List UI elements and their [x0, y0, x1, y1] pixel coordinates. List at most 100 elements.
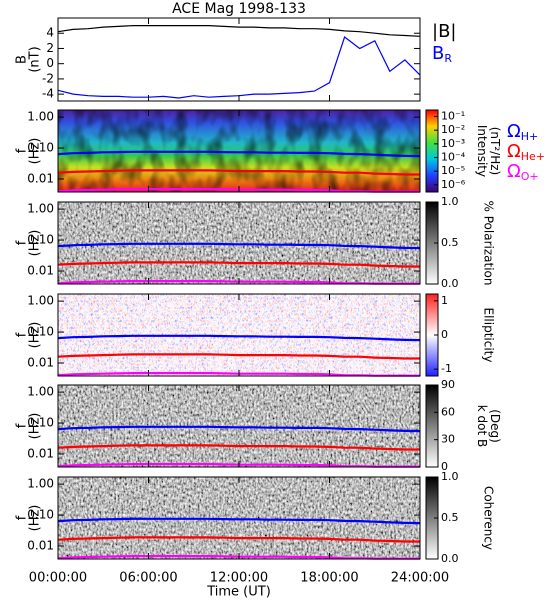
colorbar-tick-label: 0.5	[441, 511, 459, 524]
y-tick-label: 0.01	[27, 172, 54, 186]
chart-title: ACE Mag 1998-133	[172, 1, 306, 17]
data-line	[57, 25, 421, 37]
colorbar-label: Ellipticity	[482, 308, 496, 363]
colorbar-tick-label: 90	[441, 378, 455, 391]
y-tick-label: 1.00	[27, 477, 54, 491]
legend-entry: ΩO+	[507, 161, 539, 183]
spectrogram	[58, 202, 420, 284]
colorbar-label: (Deg)	[488, 409, 502, 443]
y-axis-label: B	[15, 55, 30, 64]
x-tick-label: 12:00:00	[210, 571, 268, 586]
x-tick-label: 24:00:00	[391, 571, 449, 586]
y-axis-label: (nT)	[28, 46, 43, 72]
y-tick-label: 0.10	[27, 416, 54, 430]
colorbar	[425, 109, 439, 193]
legend-entry: ΩH+	[507, 121, 538, 143]
colorbar-tick-label: 0.5	[441, 236, 459, 249]
colorbar-tick-label: 0	[441, 460, 448, 473]
y-tick-label: 0.10	[27, 141, 54, 155]
y-tick-label: 4	[46, 26, 54, 40]
data-line	[57, 169, 420, 176]
y-tick-label: -2	[42, 71, 54, 85]
x-tick-label: 00:00:00	[29, 571, 87, 586]
legend-name: B	[432, 43, 444, 64]
legend-name: Ω	[507, 141, 521, 162]
x-axis-label: Time (UT)	[206, 585, 271, 600]
spectrogram	[58, 294, 420, 376]
data-line	[57, 150, 421, 158]
colorbar-label: % Polarization	[482, 201, 496, 286]
y-axis-label: (Hz)	[28, 322, 43, 349]
colorbar-tick-label: 10⁻³	[441, 137, 465, 150]
colorbar-tick-label: 0.0	[441, 277, 459, 290]
spectrogram	[58, 477, 420, 559]
legend-subscript: H+	[521, 130, 539, 143]
data-line	[57, 36, 421, 99]
colorbar-tick-label: 1.0	[441, 470, 459, 483]
y-tick-label: 1.00	[27, 202, 54, 216]
colorbar-label: Intensity	[475, 125, 489, 177]
spectrogram	[58, 385, 420, 467]
data-line	[57, 261, 420, 268]
colorbar-tick-label: 30	[441, 433, 455, 446]
y-tick-label: -4	[42, 87, 54, 101]
colorbar-tick-label: 0	[441, 328, 448, 341]
legend-name: |B|	[432, 21, 456, 42]
colorbar-tick-label: -1	[441, 362, 452, 375]
colorbar-tick-label: 10⁻⁴	[441, 151, 466, 164]
legend-subscript: O+	[521, 170, 539, 183]
y-tick-label: 2	[46, 41, 54, 55]
y-tick-label: 0	[46, 56, 54, 70]
legend-subscript: He+	[521, 150, 545, 163]
y-tick-label: 0.10	[27, 325, 54, 339]
y-tick-label: 0.01	[27, 539, 54, 553]
y-tick-label: 1.00	[27, 294, 54, 308]
colorbar-tick-label: 1	[441, 294, 448, 307]
legend-entry: ΩHe+	[507, 141, 545, 163]
y-tick-label: 0.10	[27, 233, 54, 247]
colorbar-tick-label: 10⁻²	[441, 123, 465, 136]
y-axis-label: f	[15, 515, 30, 520]
data-line	[57, 334, 421, 342]
colorbar-tick-label: 0.0	[441, 552, 459, 565]
data-line	[57, 444, 420, 451]
data-line	[57, 536, 420, 543]
y-tick-label: 0.01	[27, 447, 54, 461]
data-line	[57, 353, 420, 360]
colorbar-tick-label: 10⁻¹	[441, 110, 465, 123]
colorbar-tick-label: 60	[441, 405, 455, 418]
x-tick-label: 06:00:00	[119, 571, 177, 586]
colorbar-label: Coherency	[482, 486, 496, 550]
colorbar-label: k dot B	[475, 405, 489, 447]
colorbar-tick-label: 10⁻⁶	[441, 178, 466, 191]
y-axis-label: (Hz)	[28, 138, 43, 165]
data-line	[57, 517, 421, 525]
spectrogram-texture	[58, 110, 420, 192]
legend-name: Ω	[507, 161, 521, 182]
data-line	[57, 242, 421, 250]
legend-subscript: R	[444, 52, 452, 65]
colorbar-tick-label: 1.0	[441, 195, 459, 208]
legend-entry: |B|	[432, 21, 456, 42]
y-axis-label: f	[15, 332, 30, 337]
y-tick-label: 0.01	[27, 264, 54, 278]
y-axis-label: f	[15, 240, 30, 245]
x-tick-label: 18:00:00	[300, 571, 358, 586]
colorbar-tick-label: 10⁻⁵	[441, 164, 465, 177]
legend-entry: BR	[432, 43, 452, 65]
y-tick-label: 1.00	[27, 110, 54, 124]
colorbar	[425, 384, 439, 468]
y-axis-label: f	[15, 423, 30, 428]
y-axis-label: f	[15, 148, 30, 153]
y-axis-label: (Hz)	[28, 230, 43, 257]
y-tick-label: 0.10	[27, 508, 54, 522]
y-tick-label: 0.01	[27, 356, 54, 370]
y-axis-label: (Hz)	[28, 413, 43, 440]
legend-name: Ω	[507, 121, 521, 142]
plot-frame	[57, 17, 421, 102]
data-line	[57, 425, 421, 433]
y-axis-label: (Hz)	[28, 505, 43, 532]
colorbar-label: (nT²/Hz)	[488, 127, 502, 175]
y-tick-label: 1.00	[27, 385, 54, 399]
